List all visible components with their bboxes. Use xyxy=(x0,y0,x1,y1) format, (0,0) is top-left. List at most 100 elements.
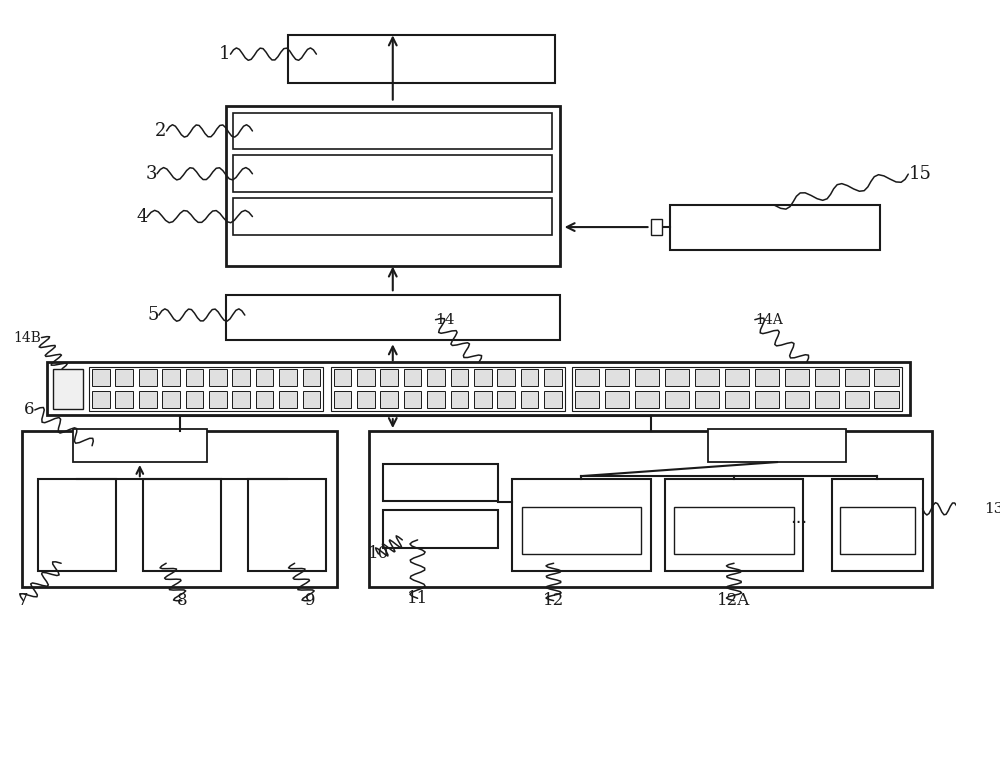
Bar xyxy=(115,369,133,386)
Bar xyxy=(695,369,719,386)
Bar xyxy=(572,367,902,411)
Text: 10: 10 xyxy=(368,545,389,562)
Bar xyxy=(755,391,779,408)
Bar xyxy=(674,507,794,554)
Bar xyxy=(512,480,651,571)
Text: 3: 3 xyxy=(145,165,157,183)
Bar xyxy=(162,369,180,386)
Text: 8: 8 xyxy=(176,592,187,609)
Bar xyxy=(845,369,869,386)
Bar xyxy=(725,391,749,408)
Bar xyxy=(383,510,498,547)
Bar xyxy=(521,369,538,386)
Bar xyxy=(695,391,719,408)
Bar xyxy=(497,391,515,408)
Bar xyxy=(89,367,323,411)
Bar xyxy=(708,430,846,462)
Bar xyxy=(474,391,492,408)
Bar xyxy=(665,391,689,408)
Bar xyxy=(233,112,552,149)
Bar xyxy=(303,391,320,408)
Bar xyxy=(279,369,297,386)
Bar xyxy=(635,391,659,408)
Bar xyxy=(53,369,83,409)
Bar xyxy=(755,369,779,386)
Bar xyxy=(427,369,445,386)
Text: 7: 7 xyxy=(18,592,29,609)
Bar xyxy=(92,369,110,386)
Bar xyxy=(605,369,629,386)
Bar xyxy=(497,369,515,386)
Text: 15: 15 xyxy=(908,165,931,184)
Bar xyxy=(233,198,552,235)
Text: 12: 12 xyxy=(543,592,564,609)
Bar xyxy=(288,35,555,83)
Bar xyxy=(334,391,351,408)
Text: 14: 14 xyxy=(436,312,455,326)
Bar xyxy=(665,480,803,571)
Bar xyxy=(232,369,250,386)
Bar xyxy=(139,369,157,386)
Bar xyxy=(186,391,203,408)
Bar xyxy=(845,391,869,408)
Bar xyxy=(303,369,320,386)
Bar xyxy=(815,391,839,408)
Text: 14B: 14B xyxy=(14,330,41,344)
Text: ···: ··· xyxy=(790,514,807,532)
Bar xyxy=(404,369,421,386)
Text: 5: 5 xyxy=(148,306,159,324)
Bar xyxy=(670,205,880,251)
Bar xyxy=(256,391,273,408)
Bar xyxy=(651,219,662,235)
Bar xyxy=(427,391,445,408)
Bar xyxy=(279,391,297,408)
Bar xyxy=(334,369,351,386)
Bar xyxy=(73,430,207,462)
Bar xyxy=(874,391,899,408)
Bar xyxy=(840,507,915,554)
Bar xyxy=(186,369,203,386)
Bar xyxy=(143,480,221,571)
Text: 1: 1 xyxy=(219,45,230,63)
Text: 13: 13 xyxy=(985,501,1000,515)
Text: 4: 4 xyxy=(136,208,147,226)
Bar xyxy=(725,369,749,386)
Bar xyxy=(248,480,326,571)
Bar xyxy=(233,155,552,192)
Bar xyxy=(521,391,538,408)
Bar xyxy=(383,464,498,501)
Bar xyxy=(451,391,468,408)
Bar xyxy=(605,391,629,408)
Bar xyxy=(874,369,899,386)
Bar xyxy=(38,480,116,571)
Bar xyxy=(665,369,689,386)
Bar xyxy=(522,507,641,554)
Text: 11: 11 xyxy=(407,590,428,607)
Bar xyxy=(226,106,560,266)
Bar xyxy=(115,391,133,408)
Bar xyxy=(357,369,375,386)
Text: 2: 2 xyxy=(155,122,167,140)
Text: 14A: 14A xyxy=(755,312,783,326)
Bar xyxy=(451,369,468,386)
Bar xyxy=(380,369,398,386)
Bar xyxy=(380,391,398,408)
Bar xyxy=(832,480,923,571)
Text: 12A: 12A xyxy=(717,592,751,609)
Bar xyxy=(785,369,809,386)
Bar xyxy=(575,369,599,386)
Bar xyxy=(209,391,227,408)
Bar xyxy=(785,391,809,408)
Bar xyxy=(92,391,110,408)
Bar xyxy=(575,391,599,408)
Bar xyxy=(369,431,932,587)
Bar xyxy=(331,367,565,411)
Bar xyxy=(815,369,839,386)
Bar xyxy=(357,391,375,408)
Text: 9: 9 xyxy=(305,592,316,609)
Bar xyxy=(47,362,910,415)
Text: 6: 6 xyxy=(24,401,35,419)
Bar xyxy=(232,391,250,408)
Bar xyxy=(226,294,560,340)
Bar xyxy=(635,369,659,386)
